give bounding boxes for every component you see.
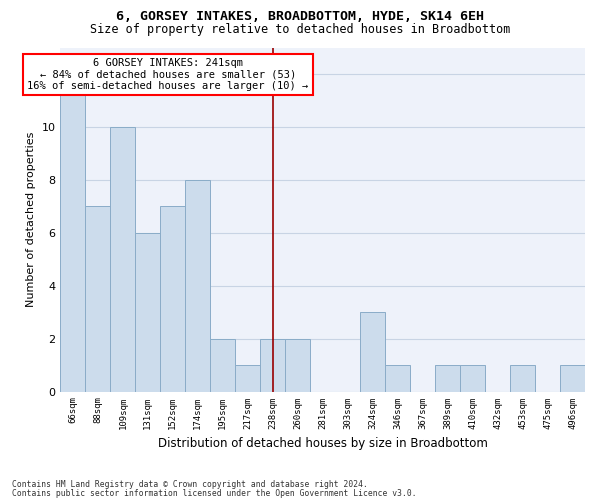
Y-axis label: Number of detached properties: Number of detached properties bbox=[26, 132, 36, 307]
Bar bbox=[560, 365, 585, 392]
Text: Contains public sector information licensed under the Open Government Licence v3: Contains public sector information licen… bbox=[12, 488, 416, 498]
Bar bbox=[110, 127, 136, 392]
Bar bbox=[85, 206, 110, 392]
X-axis label: Distribution of detached houses by size in Broadbottom: Distribution of detached houses by size … bbox=[158, 437, 488, 450]
Bar bbox=[385, 365, 410, 392]
Bar bbox=[460, 365, 485, 392]
Bar bbox=[210, 338, 235, 392]
Bar bbox=[285, 338, 310, 392]
Text: Contains HM Land Registry data © Crown copyright and database right 2024.: Contains HM Land Registry data © Crown c… bbox=[12, 480, 368, 489]
Text: 6 GORSEY INTAKES: 241sqm
← 84% of detached houses are smaller (53)
16% of semi-d: 6 GORSEY INTAKES: 241sqm ← 84% of detach… bbox=[27, 58, 308, 92]
Bar bbox=[185, 180, 210, 392]
Bar bbox=[260, 338, 285, 392]
Bar bbox=[360, 312, 385, 392]
Text: Size of property relative to detached houses in Broadbottom: Size of property relative to detached ho… bbox=[90, 22, 510, 36]
Bar bbox=[510, 365, 535, 392]
Bar bbox=[435, 365, 460, 392]
Bar bbox=[136, 233, 160, 392]
Bar bbox=[61, 74, 85, 392]
Text: 6, GORSEY INTAKES, BROADBOTTOM, HYDE, SK14 6EH: 6, GORSEY INTAKES, BROADBOTTOM, HYDE, SK… bbox=[116, 10, 484, 23]
Bar bbox=[235, 365, 260, 392]
Bar bbox=[160, 206, 185, 392]
